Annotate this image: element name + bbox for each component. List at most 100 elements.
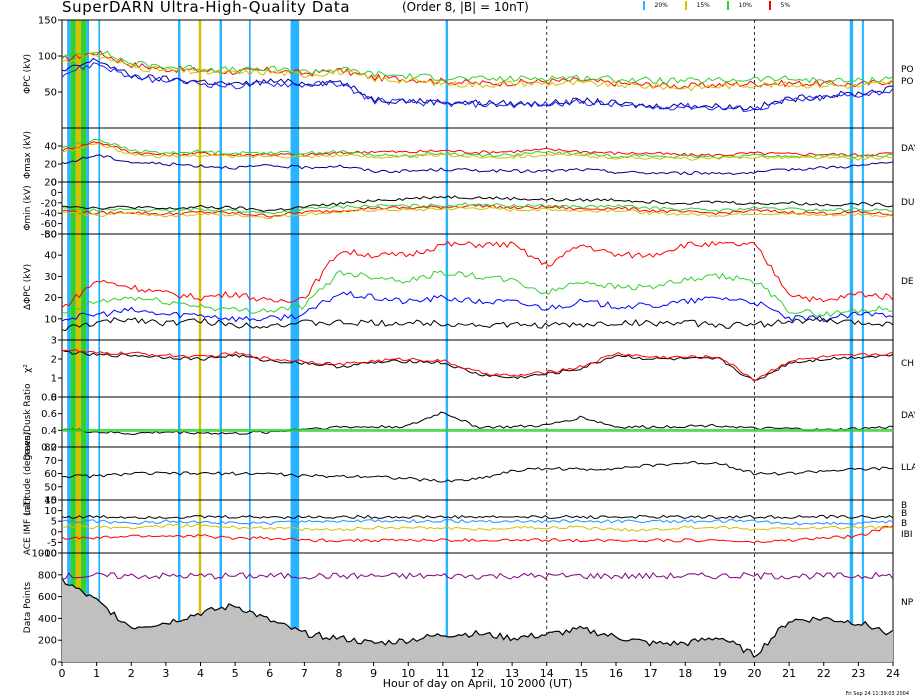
y-tick-label: 80	[44, 443, 57, 454]
y-tick-label: 0	[51, 393, 57, 404]
y-tick-label: 1000	[32, 549, 57, 560]
y-tick-label: 0	[51, 178, 57, 189]
y-tick-label: 70	[44, 456, 57, 467]
y-tick-label: -20	[41, 198, 57, 209]
right-margin-label: IBI	[901, 530, 912, 540]
x-tick-label: 10	[401, 667, 415, 680]
series-line	[61, 523, 894, 532]
series-line	[61, 411, 894, 435]
highlight-band	[198, 20, 202, 662]
y-tick-label: 0	[51, 527, 57, 538]
y-tick-label: 200	[38, 636, 57, 647]
y-tick-label: 0.6	[41, 409, 57, 420]
x-tick-label: 23	[851, 667, 865, 680]
panel-y-label: Data Points	[23, 581, 33, 633]
right-margin-label: PO	[901, 77, 914, 87]
x-tick-label: 0	[59, 667, 66, 680]
right-margin-label: PO	[901, 65, 914, 75]
series-line	[61, 139, 894, 159]
y-tick-label: 3	[51, 336, 57, 347]
y-tick-label: 20	[44, 178, 57, 189]
series-line	[61, 62, 894, 113]
y-tick-label: 40	[44, 142, 57, 153]
x-tick-label: 1	[93, 667, 100, 680]
y-tick-label: 60	[44, 469, 57, 480]
x-tick-label: 9	[370, 667, 377, 680]
panel-y-label: Latitude (degrees)	[23, 432, 33, 515]
legend-swatch	[769, 1, 771, 10]
legend-label: 20%	[654, 2, 668, 9]
panel-y-label: Dawn/Dusk Ratio	[23, 383, 33, 461]
series-line	[61, 571, 894, 580]
x-tick-label: 12	[471, 667, 485, 680]
right-margin-label: CH	[901, 359, 914, 369]
y-tick-label: -10	[41, 549, 57, 560]
series-line	[61, 154, 894, 176]
highlight-band	[75, 20, 82, 662]
chart-title: SuperDARN Ultra-High-Quality Data	[62, 0, 351, 16]
panel-y-label: Φmax (kV)	[23, 131, 33, 179]
x-tick-label: 17	[644, 667, 658, 680]
y-tick-label: -60	[41, 219, 57, 230]
highlight-band	[290, 20, 300, 662]
series-line	[61, 269, 894, 318]
highlight-band	[849, 20, 854, 662]
x-tick-label: 3	[162, 667, 169, 680]
x-tick-label: 19	[713, 667, 727, 680]
legend-label: 15%	[696, 2, 710, 9]
y-tick-label: 0.4	[41, 426, 57, 437]
series-line	[61, 240, 894, 308]
series-line	[61, 349, 894, 381]
highlight-band	[67, 20, 71, 662]
series-line	[61, 518, 894, 526]
x-tick-label: 5	[232, 667, 239, 680]
y-tick-label: 10	[44, 314, 57, 325]
y-tick-label: 1	[51, 374, 57, 385]
x-tick-label: 2	[128, 667, 135, 680]
highlight-band	[86, 20, 90, 662]
x-axis-label: Hour of day on April, 10 2000 (UT)	[382, 677, 573, 690]
legend-label: 5%	[780, 2, 791, 9]
legend-label: 10%	[738, 2, 752, 9]
x-tick-label: 14	[540, 667, 554, 680]
y-tick-label: 0	[51, 188, 57, 199]
right-margin-label: DAY	[901, 411, 915, 421]
series-line	[61, 578, 894, 658]
series-line	[61, 349, 894, 382]
x-tick-label: 11	[436, 667, 450, 680]
x-tick-label: 18	[678, 667, 692, 680]
legend-item: 10%	[727, 1, 752, 10]
series-line	[61, 317, 894, 332]
right-margin-label: B	[901, 519, 907, 529]
y-tick-label: -80	[41, 230, 57, 241]
panel-frame	[61, 339, 894, 398]
right-margin-label: B	[901, 501, 907, 511]
y-tick-label: 50	[44, 230, 57, 241]
y-tick-label: 0.2	[41, 443, 57, 454]
data-points-area	[62, 578, 893, 662]
legend-item: 15%	[685, 1, 710, 10]
series-line	[61, 51, 894, 92]
y-tick-label: 800	[38, 570, 57, 581]
y-tick-label: 50	[44, 88, 57, 99]
series-line	[61, 206, 894, 220]
y-tick-label: 0	[51, 658, 57, 669]
series-line	[61, 525, 894, 544]
series-line	[61, 290, 894, 323]
series-line	[61, 50, 894, 85]
series-line	[62, 195, 894, 212]
series-line	[61, 514, 894, 520]
legend-swatch	[685, 1, 687, 10]
highlight-band	[219, 20, 222, 662]
y-tick-label: 40	[44, 251, 57, 262]
x-tick-label: 21	[782, 667, 796, 680]
panel-frame	[61, 499, 894, 554]
series-line	[61, 460, 894, 483]
y-tick-label: 10	[44, 506, 57, 517]
right-margin-label: LLA	[901, 463, 915, 473]
legend-swatch	[727, 1, 729, 10]
y-tick-label: 50	[44, 482, 57, 493]
highlight-band	[98, 20, 101, 662]
